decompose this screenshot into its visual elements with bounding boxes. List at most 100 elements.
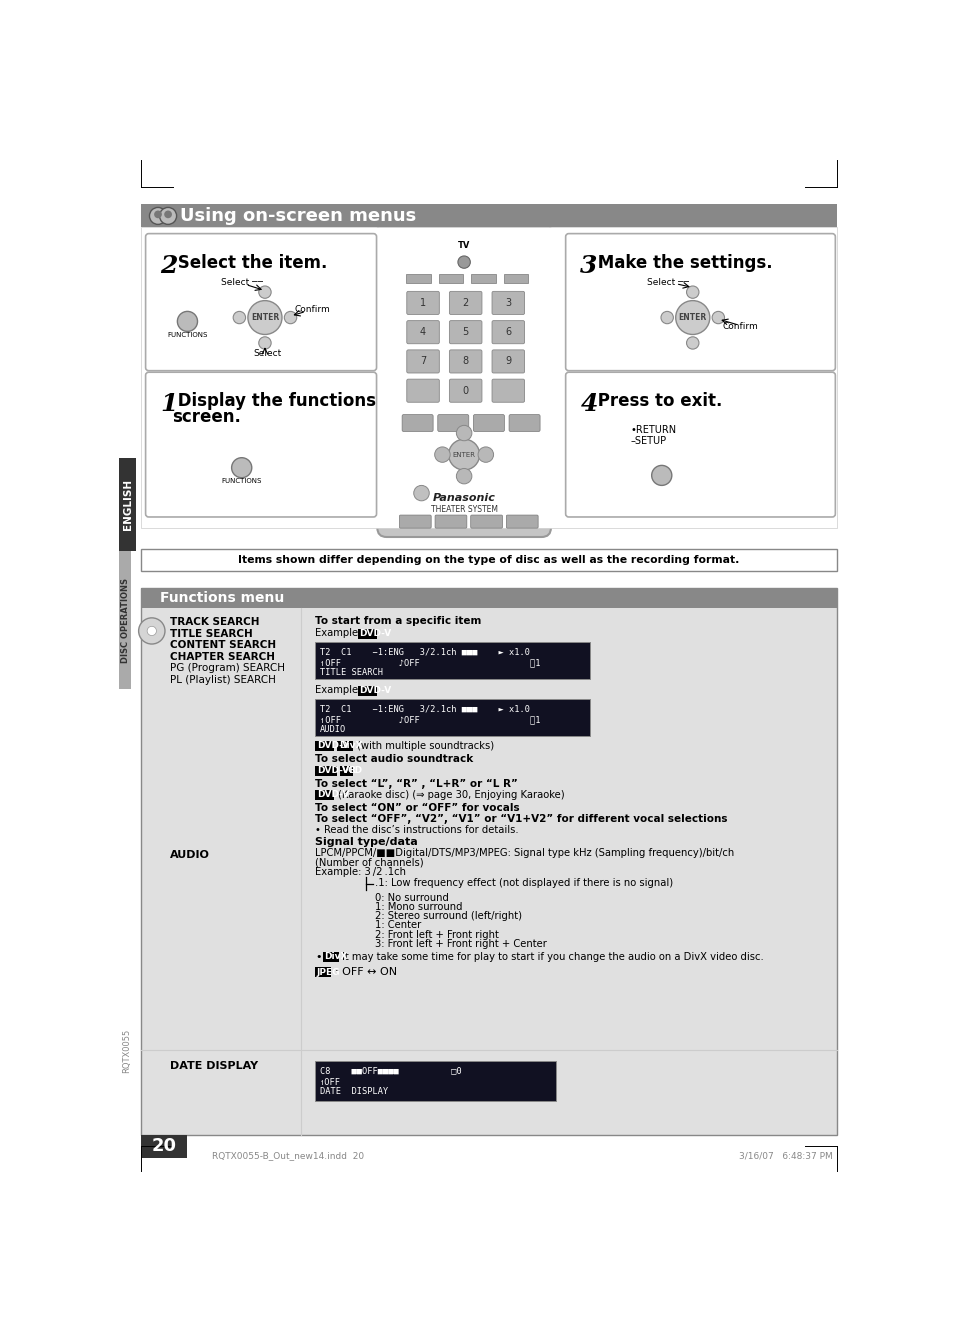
Bar: [315, 699, 590, 735]
Text: DISC OPERATIONS: DISC OPERATIONS: [120, 577, 130, 663]
Bar: [141, 204, 836, 228]
Text: 3/16/07   6:48:37 PM: 3/16/07 6:48:37 PM: [739, 1152, 832, 1161]
FancyBboxPatch shape: [492, 380, 524, 402]
Text: CONTENT SEARCH: CONTENT SEARCH: [170, 641, 275, 650]
Circle shape: [651, 465, 671, 485]
Text: To select “L”, “R” , “L+R” or “L R”: To select “L”, “R” , “L+R” or “L R”: [315, 779, 517, 788]
Text: 8: 8: [462, 356, 468, 366]
Text: Example:: Example:: [315, 627, 361, 638]
Text: Panasonic: Panasonic: [433, 493, 495, 502]
Bar: [315, 791, 334, 800]
Circle shape: [456, 426, 472, 440]
Text: TRACK SEARCH: TRACK SEARCH: [170, 617, 259, 627]
Text: Functions menu: Functions menu: [159, 590, 283, 605]
Text: T2  C1    −1:ENG   3/2.1ch ■■■    ► x1.0: T2 C1 −1:ENG 3/2.1ch ■■■ ► x1.0: [319, 705, 530, 714]
Text: 4: 4: [419, 327, 426, 337]
Text: (Karaoke disc) (⇒ page 30, Enjoying Karaoke): (Karaoke disc) (⇒ page 30, Enjoying Kara…: [337, 789, 564, 800]
Text: Example:: Example:: [315, 685, 361, 695]
Circle shape: [435, 447, 450, 463]
Text: 1: Center: 1: Center: [375, 920, 421, 931]
Text: ENTER: ENTER: [251, 314, 279, 322]
Circle shape: [675, 301, 709, 335]
FancyBboxPatch shape: [399, 515, 431, 529]
Text: RQTX0055: RQTX0055: [122, 1029, 132, 1073]
FancyBboxPatch shape: [146, 233, 376, 370]
Text: ↿OFF: ↿OFF: [319, 1078, 340, 1086]
Text: ↿OFF           ♪OFF                     ∱1: ↿OFF ♪OFF ∱1: [319, 716, 540, 725]
Text: DATE  DISPLAY: DATE DISPLAY: [319, 1087, 388, 1095]
Text: 9: 9: [505, 356, 511, 366]
Circle shape: [686, 286, 699, 298]
Text: Confirm: Confirm: [294, 306, 330, 315]
Text: DivX: DivX: [324, 952, 348, 961]
FancyBboxPatch shape: [449, 320, 481, 344]
Text: 2: Stereo surround (left/right): 2: Stereo surround (left/right): [375, 911, 521, 921]
FancyBboxPatch shape: [492, 291, 524, 315]
Circle shape: [686, 337, 699, 349]
Text: Select: Select: [253, 349, 281, 358]
Text: C8    ■■OFF■■■■          □0: C8 ■■OFF■■■■ □0: [319, 1066, 461, 1075]
Text: •: •: [315, 952, 321, 962]
Text: 2: 2: [160, 253, 177, 278]
Text: (with multiple soundtracks): (with multiple soundtracks): [357, 741, 494, 751]
Text: Confirm: Confirm: [721, 323, 757, 331]
Circle shape: [233, 311, 245, 324]
Text: 1: 1: [419, 298, 426, 308]
Text: DVD-V: DVD-V: [316, 791, 349, 800]
Text: TITLE SEARCH: TITLE SEARCH: [170, 629, 253, 639]
Bar: [119, 551, 131, 689]
Bar: [471, 274, 496, 283]
Text: 1: 1: [160, 393, 177, 416]
Text: 7: 7: [419, 356, 426, 366]
Text: VCD: VCD: [341, 766, 362, 775]
FancyBboxPatch shape: [509, 415, 539, 431]
Text: Display the functions: Display the functions: [172, 393, 375, 410]
Circle shape: [477, 447, 493, 463]
Text: ↿OFF           ♪OFF                     ∱1: ↿OFF ♪OFF ∱1: [319, 659, 540, 668]
Text: RQTX0055-B_Out_new14.indd  20: RQTX0055-B_Out_new14.indd 20: [212, 1152, 364, 1161]
FancyBboxPatch shape: [406, 291, 439, 315]
FancyBboxPatch shape: [406, 320, 439, 344]
Bar: [141, 1135, 187, 1157]
Circle shape: [258, 286, 271, 298]
Bar: [141, 588, 836, 1135]
Bar: [315, 642, 590, 679]
Text: 3: Front left + Front right + Center: 3: Front left + Front right + Center: [375, 938, 546, 949]
Text: FUNCTIONS: FUNCTIONS: [221, 478, 262, 484]
Circle shape: [258, 337, 271, 349]
Text: LPCM/PPCM/■■Digital/DTS/MP3/MPEG: Signal type kHz (Sampling frequency)/bit/ch: LPCM/PPCM/■■Digital/DTS/MP3/MPEG: Signal…: [315, 847, 734, 858]
Text: It may take some time for play to start if you change the audio on a DivX video : It may take some time for play to start …: [341, 952, 762, 962]
Bar: [357, 629, 376, 639]
Text: To select audio soundtrack: To select audio soundtrack: [315, 754, 473, 764]
Text: 5: 5: [462, 327, 468, 337]
Circle shape: [414, 485, 429, 501]
Bar: [141, 588, 836, 608]
Text: 3: 3: [505, 298, 511, 308]
Text: –SETUP: –SETUP: [630, 436, 666, 445]
Bar: [315, 967, 331, 978]
Text: DivX: DivX: [338, 741, 362, 750]
FancyBboxPatch shape: [377, 221, 550, 536]
FancyBboxPatch shape: [402, 415, 433, 431]
FancyBboxPatch shape: [492, 320, 524, 344]
Bar: [141, 228, 836, 527]
Circle shape: [660, 311, 673, 324]
Text: To select “OFF”, “V2”, “V1” or “V1+V2” for different vocal selections: To select “OFF”, “V2”, “V1” or “V1+V2” f…: [315, 815, 727, 824]
Bar: [323, 952, 338, 962]
FancyBboxPatch shape: [435, 515, 466, 529]
Text: .1: Low frequency effect (not displayed if there is no signal): .1: Low frequency effect (not displayed …: [375, 879, 673, 888]
Circle shape: [150, 207, 167, 224]
FancyBboxPatch shape: [492, 349, 524, 373]
Circle shape: [456, 468, 472, 484]
Text: AUDIO: AUDIO: [319, 725, 346, 734]
Text: DVD-V: DVD-V: [359, 629, 392, 638]
Text: 3: 3: [579, 253, 598, 278]
Bar: [438, 274, 463, 283]
Circle shape: [177, 311, 197, 331]
Text: FUNCTIONS: FUNCTIONS: [167, 332, 208, 337]
Text: 1: Mono surround: 1: Mono surround: [375, 902, 462, 912]
FancyBboxPatch shape: [146, 372, 376, 517]
Text: Press to exit.: Press to exit.: [592, 393, 721, 410]
FancyBboxPatch shape: [449, 380, 481, 402]
Text: screen.: screen.: [172, 407, 240, 426]
